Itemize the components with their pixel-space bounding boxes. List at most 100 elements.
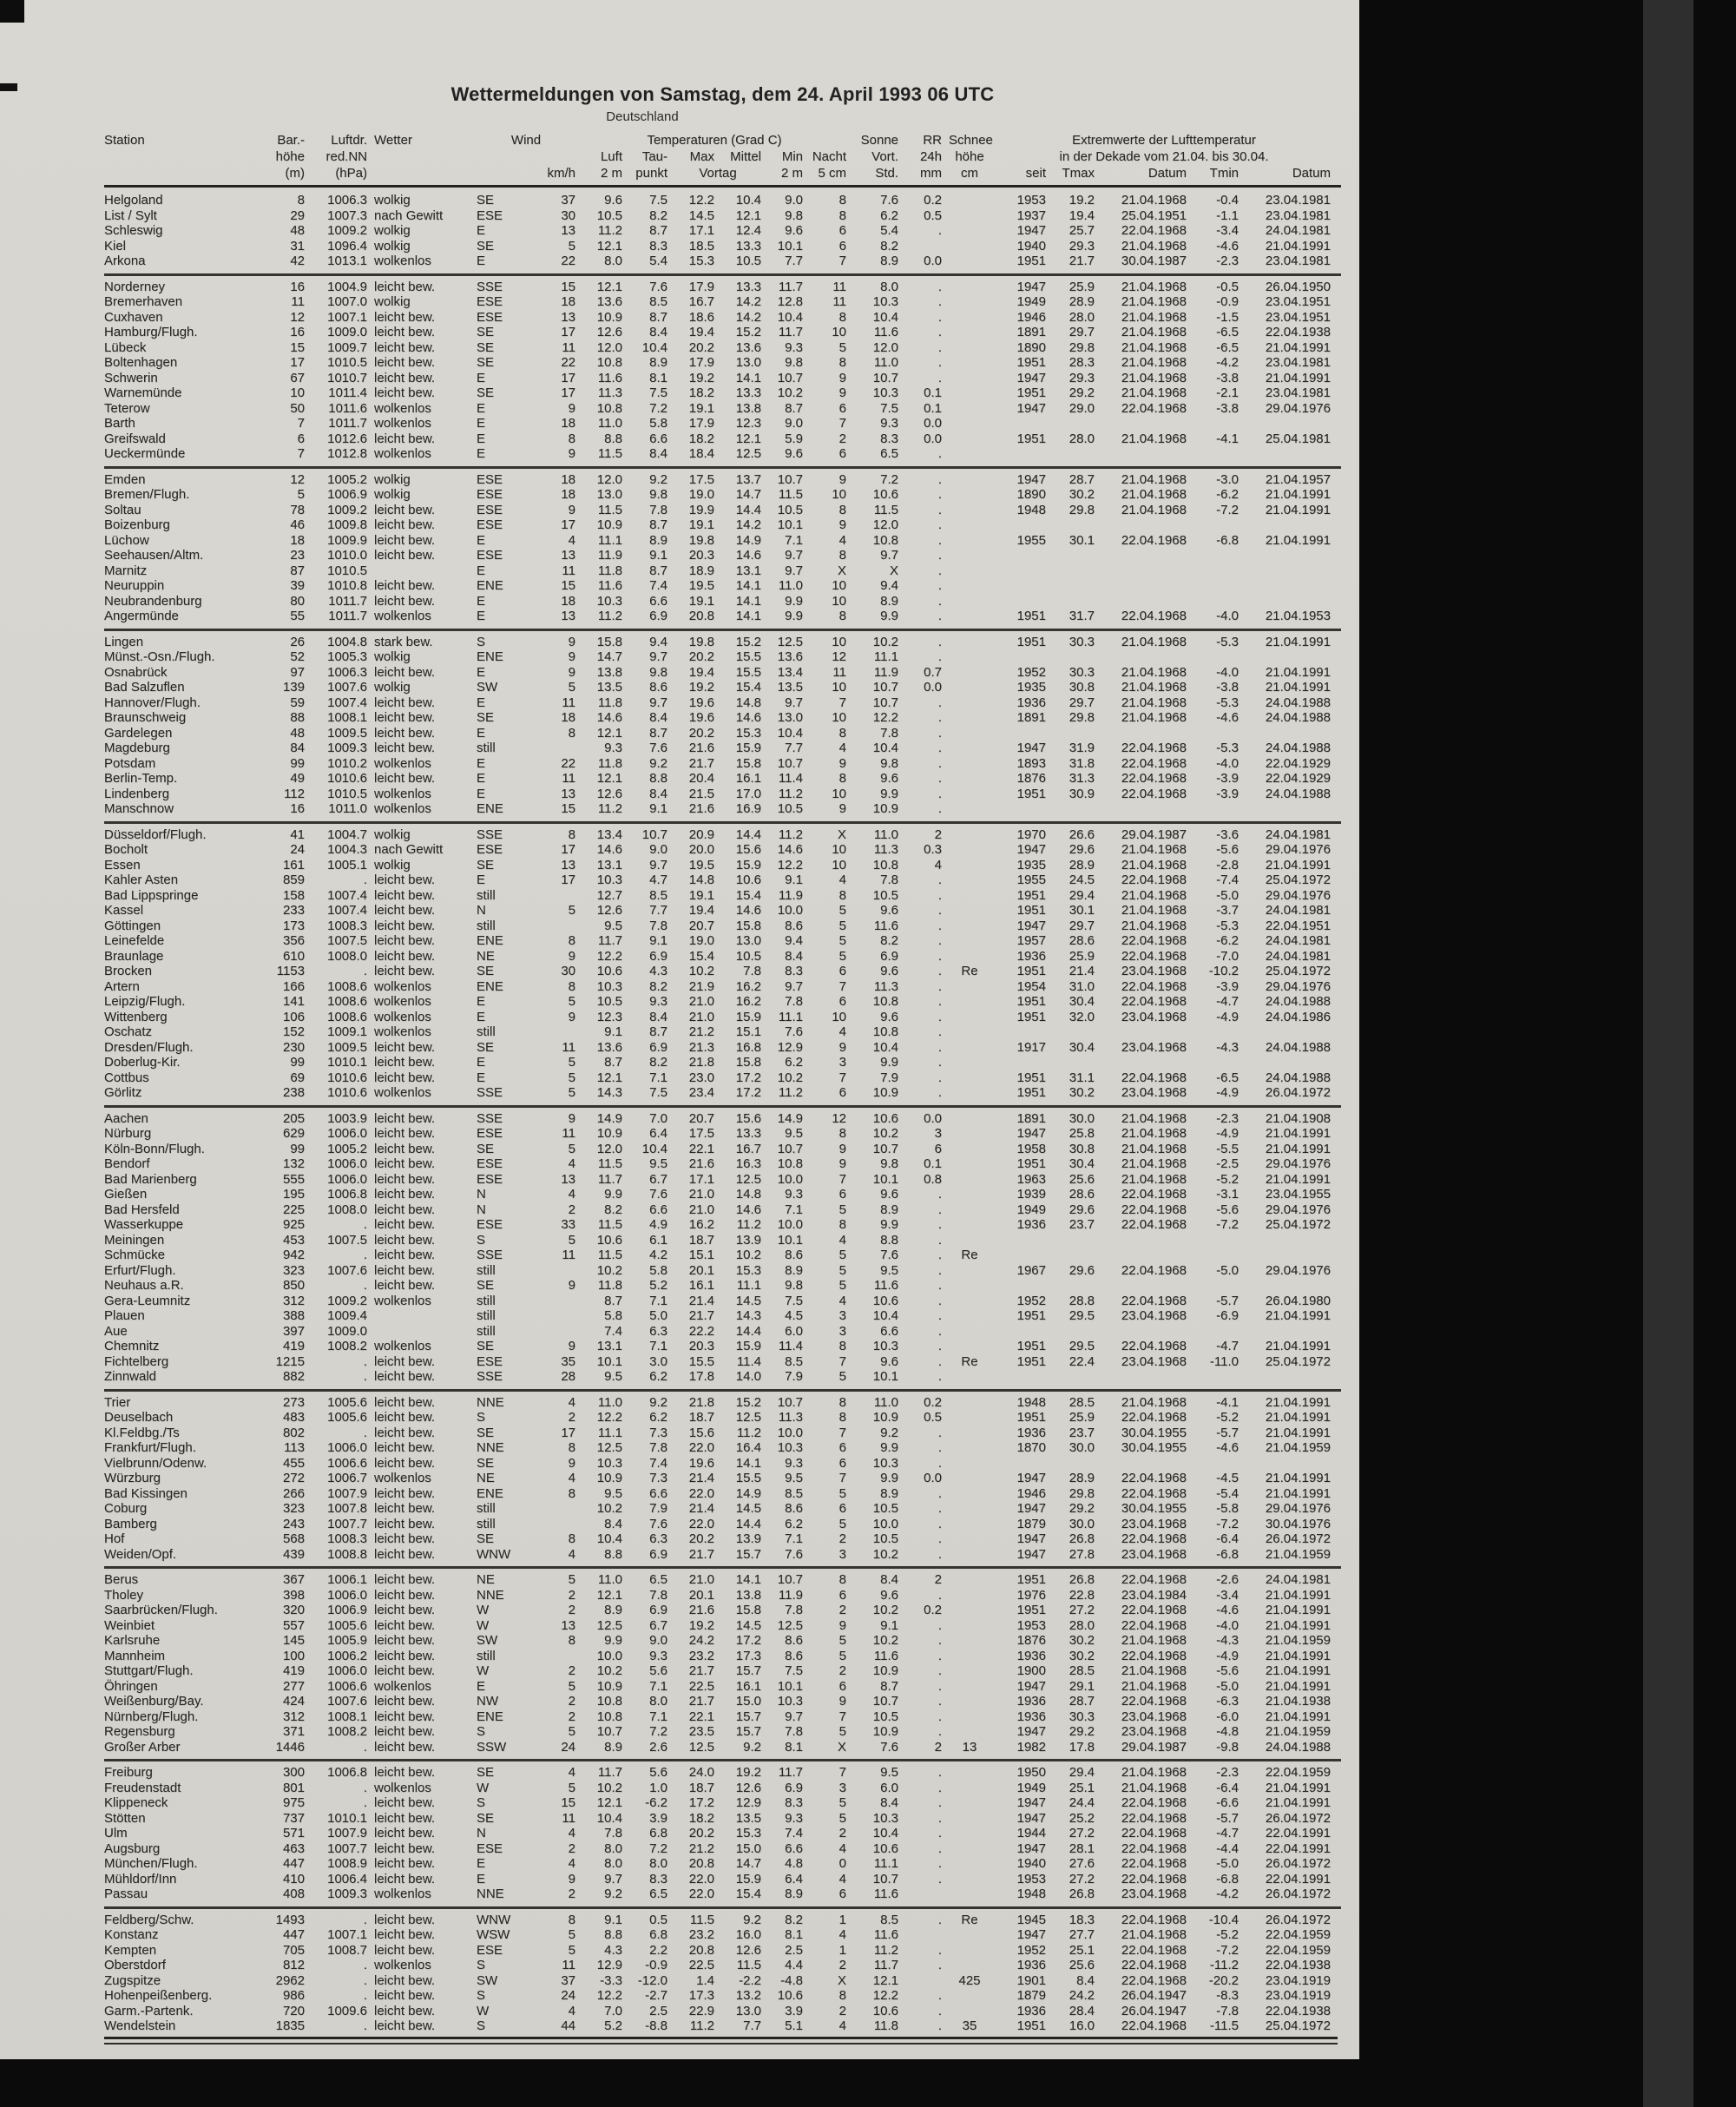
cell-wind-kmh: 5 xyxy=(568,1678,575,1694)
cell-hoehe-m: 12 xyxy=(290,471,305,487)
table-row: Düsseldorf/Flugh. 41 1004.7 wolkig SSE 8 13.4 1… xyxy=(104,827,1341,843)
table-row: Kiel 31 1096.4 wolkig SE 5 12.1 8.3 18.5 13.3 10.1… xyxy=(104,239,1341,254)
cell-wetter: leicht bew. xyxy=(374,741,436,755)
cell-luft-2m: 5.2 xyxy=(604,2018,622,2033)
cell-tmin: -3.1 xyxy=(1216,1187,1239,1202)
cell-tmin: -4.6 xyxy=(1216,1603,1239,1617)
cell-wetter: leicht bew. xyxy=(374,1369,436,1384)
cell-nacht-5cm: 8 xyxy=(838,1394,846,1410)
cell-nacht-5cm: 7 xyxy=(838,1171,846,1187)
cell-station: Teterow xyxy=(104,400,150,416)
cell-tmax: 24.4 xyxy=(1069,1795,1095,1810)
cell-tmax: 30.0 xyxy=(1069,1440,1095,1455)
cell-station: Cuxhaven xyxy=(104,309,163,325)
cell-schnee-hoehe-cm xyxy=(949,503,990,518)
cell-rr-24h-mm: . xyxy=(937,1262,942,1278)
cell-hoehe-m: 225 xyxy=(282,1202,305,1217)
cell-tmin-datum: 24.04.1988 xyxy=(1265,1039,1331,1055)
table-row: Teterow 50 1011.6 wolkenlos E 9 10.8 7.2 19.1 13.… xyxy=(104,401,1341,417)
cell-seit: 1951 xyxy=(1016,1009,1046,1024)
cell-max-vortag: 21.2 xyxy=(688,1024,714,1039)
cell-max-vortag: 19.6 xyxy=(688,695,714,710)
cell-tmin xyxy=(1194,1278,1239,1294)
cell-min-2m: 8.1 xyxy=(785,1927,803,1942)
cell-nacht-5cm: 4 xyxy=(838,1840,846,1856)
table-row: Warnemünde 10 1011.4 leicht bew. SE 17 11.3 7.5… xyxy=(104,385,1341,401)
cell-max-vortag: 19.4 xyxy=(688,903,714,918)
cell-nacht-5cm: 9 xyxy=(838,755,846,771)
cell-luftdr-hpa: . xyxy=(363,1972,367,1988)
cell-taupunkt: 6.2 xyxy=(649,1410,667,1425)
cell-max-vortag: 20.0 xyxy=(688,842,714,857)
cell-min-2m: 9.9 xyxy=(785,593,803,609)
cell-tmax: 26.6 xyxy=(1069,826,1095,842)
cell-station: Mannheim xyxy=(104,1648,166,1663)
cell-station: Bad Salzuflen xyxy=(104,680,185,695)
cell-rr-24h-mm: . xyxy=(937,487,942,502)
cell-wind-richtung: ENE xyxy=(477,978,503,994)
cell-wetter: leicht bew. xyxy=(374,872,436,887)
cell-luftdr-hpa: 1010.0 xyxy=(327,548,367,563)
cell-luft-2m: 11.0 xyxy=(597,1394,622,1410)
cell-tmin: -4.9 xyxy=(1216,1126,1239,1141)
table-row: Neubrandenburg 80 1011.7 leicht bew. E 18 10.3… xyxy=(104,594,1341,609)
cell-wetter: leicht bew. xyxy=(374,1516,436,1531)
cell-max-vortag: 22.5 xyxy=(688,1678,714,1694)
cell-nacht-5cm: 11 xyxy=(832,294,846,309)
cell-luft-2m: 11.2 xyxy=(597,609,622,623)
header-tmin-datum: Datum xyxy=(1292,166,1331,181)
cell-seit: 1947 xyxy=(1016,1678,1046,1694)
cell-mittel-vortag: 14.6 xyxy=(735,903,761,918)
cell-tmax-datum: 22.04.1968 xyxy=(1121,1572,1187,1587)
cell-tmin: -20.2 xyxy=(1208,1972,1239,1988)
cell-tmin-datum: 21.04.1991 xyxy=(1265,1339,1331,1353)
cell-seit: 1957 xyxy=(1016,933,1046,948)
table-row: Bremen/Flugh. 5 1006.9 wolkig ESE 18 13.0 9.8 19… xyxy=(104,487,1341,503)
cell-tmax-datum xyxy=(1101,517,1187,533)
cell-rr-24h-mm: . xyxy=(937,1780,942,1795)
cell-tmax-datum: 23.04.1968 xyxy=(1121,1546,1187,1562)
cell-tmin-datum: 29.04.1976 xyxy=(1265,887,1331,903)
table-row: Potsdam 99 1010.2 wolkenlos E 22 11.8 9.2 21.7 15… xyxy=(104,756,1341,772)
cell-tmin-datum: 25.04.1981 xyxy=(1265,431,1331,446)
cell-tmin-datum: 24.04.1981 xyxy=(1265,948,1331,964)
cell-wind-kmh: 8 xyxy=(568,1485,575,1501)
cell-sonne-vort-std: 9.9 xyxy=(880,1471,898,1485)
cell-schnee-hoehe-cm xyxy=(949,1294,990,1309)
cell-tmin: -1.1 xyxy=(1216,207,1239,223)
cell-taupunkt: 7.2 xyxy=(649,1840,667,1856)
cell-luft-2m: 13.6 xyxy=(596,1039,622,1055)
cell-tmax-datum: 22.04.1968 xyxy=(1121,755,1187,771)
cell-hoehe-m: 571 xyxy=(282,1826,305,1840)
cell-luft-2m: 9.3 xyxy=(604,741,622,755)
cell-rr-24h-mm: . xyxy=(937,1531,942,1546)
cell-station: Zugspitze xyxy=(104,1972,161,1988)
table-row: Gießen 195 1006.8 leicht bew. N 4 9.9 7.6 21.0 14… xyxy=(104,1187,1341,1202)
cell-mittel-vortag: 16.0 xyxy=(735,1927,761,1942)
cell-wind-richtung: NE xyxy=(477,1471,495,1485)
cell-nacht-5cm: 11 xyxy=(832,664,846,680)
cell-min-2m: 9.5 xyxy=(785,1471,803,1485)
cell-seit: 1951 xyxy=(1016,1572,1046,1587)
cell-wind-kmh: 11 xyxy=(562,1810,575,1826)
cell-tmax: 31.7 xyxy=(1069,609,1095,623)
cell-hoehe-m: 41 xyxy=(290,826,305,842)
cell-wetter: wolkenlos xyxy=(374,786,431,801)
cell-wind-kmh: 11 xyxy=(562,563,575,578)
cell-mittel-vortag: 10.6 xyxy=(735,872,761,887)
cell-seit: 1891 xyxy=(1016,325,1046,339)
cell-schnee-hoehe-cm xyxy=(949,1943,990,1959)
cell-schnee-hoehe-cm xyxy=(949,280,990,295)
cell-tmin: -7.2 xyxy=(1216,1516,1239,1531)
cell-station: Hohenpeißenberg. xyxy=(104,1988,213,2003)
cell-schnee-hoehe-cm xyxy=(949,517,990,533)
header-min: Min xyxy=(781,149,803,164)
cell-min-2m: 11.4 xyxy=(778,1339,803,1353)
table-row: Chemnitz 419 1008.2 wolkenlos SE 9 13.1 7.1 20.3… xyxy=(104,1339,1341,1354)
cell-station: Stötten xyxy=(104,1810,146,1826)
cell-station: Hamburg/Flugh. xyxy=(104,325,198,339)
cell-tmax: 30.2 xyxy=(1069,487,1095,502)
cell-station: Freudenstadt xyxy=(104,1780,181,1795)
cell-sonne-vort-std: 6.0 xyxy=(880,1780,898,1795)
cell-wind-kmh: 9 xyxy=(568,502,575,517)
